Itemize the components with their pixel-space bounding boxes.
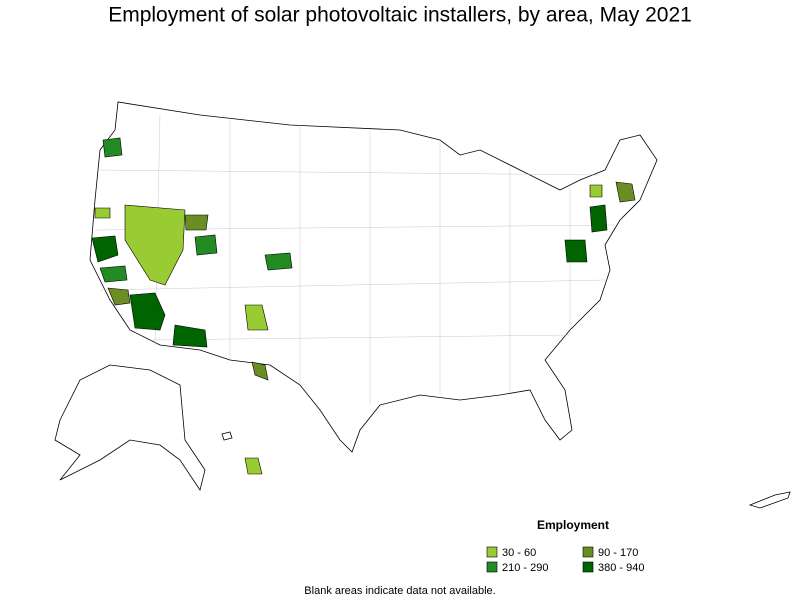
- area-highlight: [124, 204, 186, 286]
- area-highlight: [264, 252, 293, 271]
- area-highlight: [589, 184, 603, 198]
- legend-swatch: [486, 561, 498, 573]
- footnote: Blank areas indicate data not available.: [304, 585, 495, 597]
- legend-title: Employment: [537, 518, 609, 532]
- legend-swatch: [582, 546, 594, 558]
- alaska-outline: [54, 364, 206, 491]
- legend: 30 - 60 90 - 170 210 - 290 380 - 940: [486, 546, 644, 574]
- area-highlight: [251, 361, 269, 381]
- hawaii-outline: [221, 431, 233, 441]
- area-highlight: [129, 292, 166, 331]
- area-highlight: [194, 234, 218, 256]
- area-highlight: [564, 239, 588, 263]
- area-highlight: [107, 287, 131, 306]
- us-outline: [89, 101, 658, 453]
- legend-label: 90 - 170: [598, 547, 638, 559]
- legend-swatch: [486, 546, 498, 558]
- area-highlight: [615, 181, 636, 203]
- legend-label: 30 - 60: [502, 547, 536, 559]
- area-highlight: [244, 457, 263, 475]
- area-highlight: [172, 324, 208, 348]
- area-highlight: [184, 214, 209, 231]
- area-highlight: [99, 265, 128, 283]
- legend-swatch: [582, 561, 594, 573]
- area-highlight: [589, 204, 608, 233]
- area-highlight: [102, 137, 123, 158]
- map-title: Employment of solar photovoltaic install…: [108, 4, 692, 27]
- area-highlight: [94, 207, 111, 219]
- pacific-islands: [748, 491, 791, 509]
- area-highlight: [244, 304, 269, 331]
- legend-label: 210 - 290: [502, 562, 548, 574]
- area-highlight: [91, 235, 119, 263]
- legend-label: 380 - 940: [598, 562, 644, 574]
